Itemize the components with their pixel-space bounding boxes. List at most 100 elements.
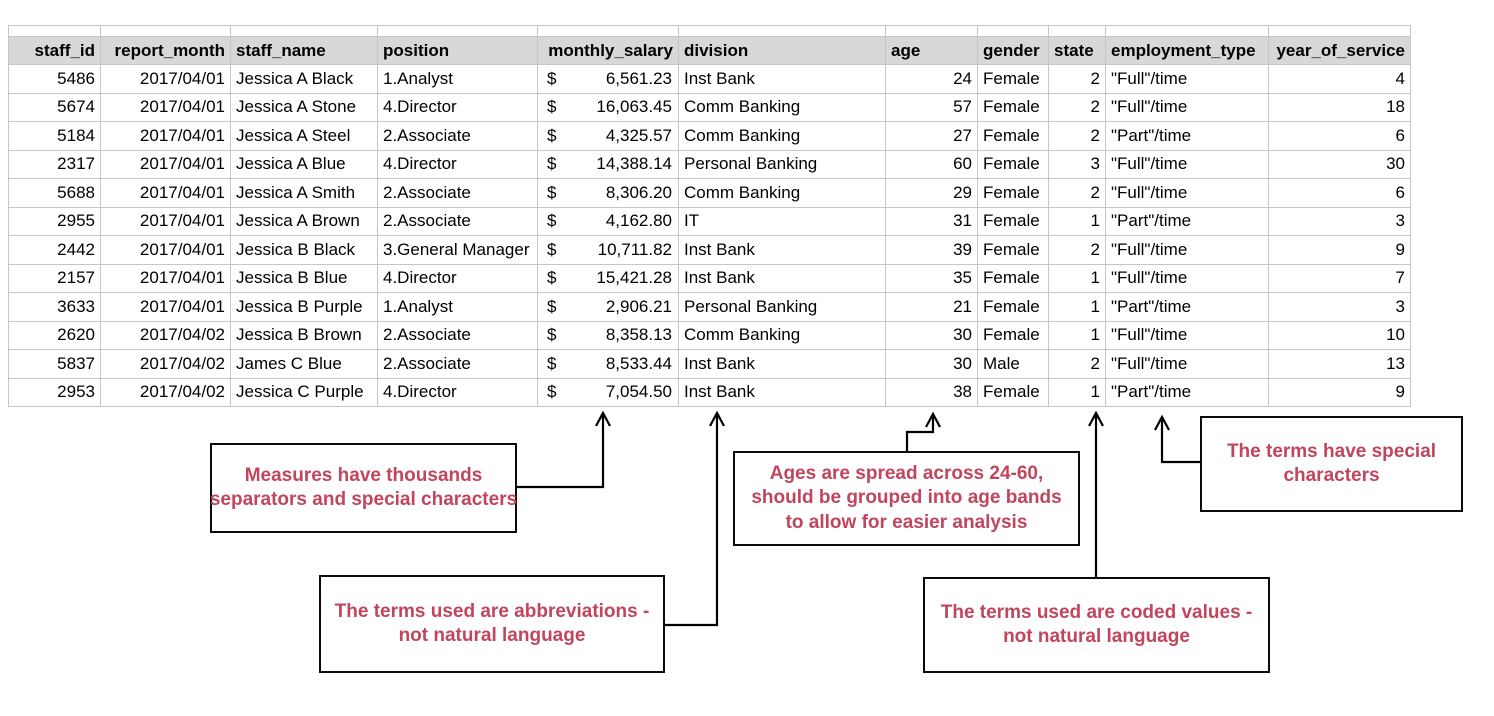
salary-amount: 8,358.13: [605, 325, 672, 345]
cell-monthly_salary: $8,306.20: [538, 179, 679, 208]
salary-amount: 16,063.45: [596, 97, 672, 117]
cell-state: 1: [1049, 207, 1106, 236]
table-row: 2620 2017/04/02 Jessica B Brown 2.Associate…: [9, 321, 1411, 350]
cell-monthly_salary: $10,711.82: [538, 236, 679, 265]
cell-staff_id: 2442: [9, 236, 101, 265]
cell-division: Personal Banking: [679, 150, 886, 179]
empty-cell: [1269, 26, 1411, 37]
table-row: 2953 2017/04/02 Jessica C Purple 4.Director…: [9, 378, 1411, 407]
table-row: 2955 2017/04/01 Jessica A Brown 2.Associate…: [9, 207, 1411, 236]
note-salary: Measures have thousands separators and s…: [210, 443, 517, 533]
note-state-line: The terms used are coded values -: [940, 601, 1253, 623]
cell-staff_name: Jessica A Stone: [231, 93, 378, 122]
table-row: 5688 2017/04/01 Jessica A Smith 2.Associate…: [9, 179, 1411, 208]
cell-state: 2: [1049, 93, 1106, 122]
salary-amount: 4,325.57: [605, 125, 672, 145]
note-employment-line: characters: [1283, 465, 1380, 486]
cell-gender: Female: [978, 264, 1049, 293]
table-row: 2442 2017/04/01 Jessica B Black 3.General M…: [9, 236, 1411, 265]
cell-age: 27: [886, 122, 978, 151]
salary-amount: 8,306.20: [605, 182, 672, 202]
cell-gender: Female: [978, 122, 1049, 151]
currency-symbol: $: [547, 239, 557, 259]
note-state: The terms used are coded values - not na…: [923, 577, 1270, 673]
cell-division: Inst Bank: [679, 264, 886, 293]
cell-state: 2: [1049, 179, 1106, 208]
cell-age: 29: [886, 179, 978, 208]
cell-monthly_salary: $8,358.13: [538, 321, 679, 350]
header-employment_type: employment_type: [1106, 37, 1269, 65]
cell-staff_id: 2157: [9, 264, 101, 293]
currency-symbol: $: [547, 353, 557, 373]
salary-amount: 2,906.21: [605, 296, 672, 316]
cell-division: Inst Bank: [679, 65, 886, 94]
header-division: division: [679, 37, 886, 65]
cell-monthly_salary: $7,054.50: [538, 378, 679, 407]
cell-gender: Female: [978, 179, 1049, 208]
cell-employment_type: "Full"/time: [1106, 321, 1269, 350]
salary-amount: 10,711.82: [597, 239, 672, 259]
cell-state: 2: [1049, 122, 1106, 151]
cell-employment_type: "Full"/time: [1106, 236, 1269, 265]
cell-staff_name: Jessica A Black: [231, 65, 378, 94]
cell-staff_name: Jessica A Steel: [231, 122, 378, 151]
table-header-row: staff_id report_month staff_name position mo…: [9, 37, 1411, 65]
cell-year_of_service: 4: [1269, 65, 1411, 94]
cell-monthly_salary: $4,162.80: [538, 207, 679, 236]
cell-report_month: 2017/04/01: [101, 179, 231, 208]
arrow-division-head-icon: [709, 410, 725, 427]
cell-division: Comm Banking: [679, 321, 886, 350]
cell-age: 60: [886, 150, 978, 179]
cell-division: Inst Bank: [679, 236, 886, 265]
cell-staff_id: 5837: [9, 350, 101, 379]
salary-amount: 4,162.80: [605, 211, 672, 231]
salary-amount: 8,533.44: [605, 353, 672, 373]
currency-symbol: $: [547, 154, 557, 174]
cell-position: 2.Associate: [378, 207, 538, 236]
cell-position: 4.Director: [378, 150, 538, 179]
currency-symbol: $: [547, 268, 557, 288]
cell-division: Personal Banking: [679, 293, 886, 322]
cell-employment_type: "Part"/time: [1106, 207, 1269, 236]
cell-division: Comm Banking: [679, 179, 886, 208]
cell-age: 30: [886, 321, 978, 350]
cell-staff_name: Jessica B Blue: [231, 264, 378, 293]
cell-staff_name: Jessica A Blue: [231, 150, 378, 179]
cell-report_month: 2017/04/02: [101, 321, 231, 350]
arrow-state-head-icon: [1088, 410, 1104, 427]
empty-cell: [679, 26, 886, 37]
cell-state: 2: [1049, 65, 1106, 94]
cell-state: 2: [1049, 236, 1106, 265]
header-position: position: [378, 37, 538, 65]
cell-report_month: 2017/04/01: [101, 236, 231, 265]
cell-staff_id: 2953: [9, 378, 101, 407]
cell-age: 35: [886, 264, 978, 293]
empty-cell: [378, 26, 538, 37]
note-employment: The terms have special characters: [1200, 416, 1463, 512]
cell-position: 2.Associate: [378, 321, 538, 350]
note-employment-line: The terms have special: [1226, 440, 1437, 462]
cell-year_of_service: 6: [1269, 179, 1411, 208]
cell-employment_type: "Part"/time: [1106, 378, 1269, 407]
note-age-line: Ages are spread across 24-60,: [769, 462, 1044, 484]
empty-cell: [101, 26, 231, 37]
arrow-age-line: [905, 415, 935, 451]
arrow-salary-head-icon: [595, 410, 611, 427]
note-state-line: not natural language: [1003, 626, 1190, 647]
cell-state: 1: [1049, 321, 1106, 350]
cell-report_month: 2017/04/02: [101, 378, 231, 407]
cell-employment_type: "Full"/time: [1106, 264, 1269, 293]
cell-year_of_service: 9: [1269, 378, 1411, 407]
note-salary-line: Measures have thousands: [244, 464, 483, 486]
cell-gender: Female: [978, 378, 1049, 407]
cell-position: 2.Associate: [378, 350, 538, 379]
empty-cell: [231, 26, 378, 37]
cell-staff_name: Jessica A Brown: [231, 207, 378, 236]
arrow-salary-line: [517, 414, 605, 489]
cell-staff_name: Jessica A Smith: [231, 179, 378, 208]
cell-state: 1: [1049, 378, 1106, 407]
header-age: age: [886, 37, 978, 65]
cell-monthly_salary: $6,561.23: [538, 65, 679, 94]
currency-symbol: $: [547, 125, 557, 145]
cell-monthly_salary: $4,325.57: [538, 122, 679, 151]
